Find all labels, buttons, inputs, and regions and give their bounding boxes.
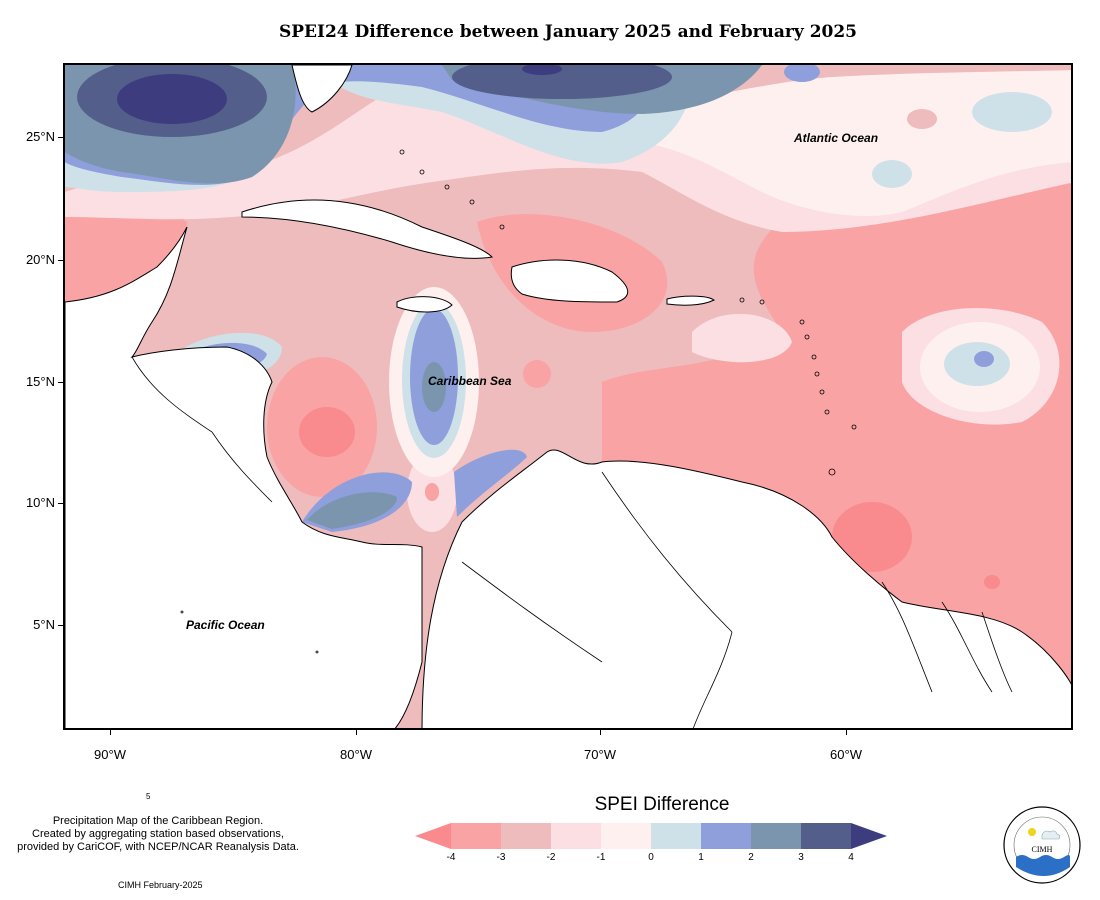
land-jamaica xyxy=(396,296,453,313)
footnote-line2: Created by aggregating station based obs… xyxy=(32,828,284,840)
blue-peak-gulf xyxy=(117,74,227,124)
legend-swatch xyxy=(801,823,851,849)
legend-tick-label: -3 xyxy=(496,852,506,863)
red-core-small xyxy=(984,575,1000,589)
blue-spot-top xyxy=(784,65,820,82)
legend-end-low xyxy=(415,823,451,849)
lat-label-5n: 5°N xyxy=(33,617,55,632)
legend-title: SPEI Difference xyxy=(594,794,730,815)
blue-core-east xyxy=(974,351,994,367)
legend-colorbar xyxy=(415,823,887,849)
footnote-line1: Precipitation Map of the Caribbean Regio… xyxy=(52,815,264,827)
wave-icon xyxy=(1016,855,1070,876)
map-panel xyxy=(63,63,1073,730)
label-atlantic-ocean: Atlantic Ocean xyxy=(794,131,879,145)
legend-tick-label: 0 xyxy=(648,852,654,863)
logo-name: CIMH xyxy=(1032,845,1053,854)
red-spot-carib xyxy=(523,360,551,388)
lon-label-70w: 70°W xyxy=(584,747,616,762)
lat-tick xyxy=(58,625,63,626)
lat-tick xyxy=(58,382,63,383)
legend-tick-label: -1 xyxy=(596,852,606,863)
land-masses xyxy=(65,65,1071,728)
lon-label-60w: 60°W xyxy=(830,747,862,762)
blue-patch-atlantic-ne xyxy=(972,92,1052,132)
lon-tick xyxy=(356,730,357,735)
blue-column-peak xyxy=(422,362,446,412)
lon-label-80w: 80°W xyxy=(340,747,372,762)
legend-swatch xyxy=(751,823,801,849)
small-islands xyxy=(180,149,857,654)
lon-label-90w: 90°W xyxy=(94,747,126,762)
legend-tick-label: -2 xyxy=(546,852,556,863)
lat-label-20n: 20°N xyxy=(25,252,55,267)
lat-label-25n: 25°N xyxy=(25,129,55,144)
land-central-america xyxy=(65,226,423,728)
lat-label-10n: 10°N xyxy=(25,495,55,510)
legend-tick-label: 3 xyxy=(798,852,804,863)
credit-line: CIMH February-2025 xyxy=(118,880,203,890)
legend-swatch xyxy=(601,823,651,849)
land-cuba xyxy=(241,199,494,259)
country-borders xyxy=(131,356,1013,728)
stray-mark: 5 xyxy=(146,792,151,801)
lat-label-15n: 15°N xyxy=(25,374,55,389)
land-south-america xyxy=(421,449,1071,728)
pink-region-lesser-antilles xyxy=(692,313,792,363)
land-florida xyxy=(291,65,353,113)
legend-tick-label: 2 xyxy=(748,852,754,863)
footnote: Precipitation Map of the Caribbean Regio… xyxy=(8,815,308,854)
legend-swatch xyxy=(501,823,551,849)
legend-tick-label: 1 xyxy=(698,852,704,863)
legend-end-high xyxy=(851,823,887,849)
blue-patch-atlantic xyxy=(872,160,912,188)
pink-core-panama xyxy=(425,483,439,501)
sun-icon xyxy=(1028,828,1036,836)
lon-tick xyxy=(600,730,601,735)
cimh-logo: CIMH xyxy=(1003,806,1081,884)
lat-tick xyxy=(58,503,63,504)
label-caribbean-sea: Caribbean Sea xyxy=(428,374,512,388)
legend-swatch xyxy=(451,823,501,849)
blue-arc-panama-dark xyxy=(307,492,397,529)
red-core-honduras xyxy=(299,407,355,457)
legend-tick-label: -4 xyxy=(446,852,456,863)
legend-swatch xyxy=(651,823,701,849)
map-title: SPEI24 Difference between January 2025 a… xyxy=(278,22,858,42)
lon-tick xyxy=(110,730,111,735)
red-region-west xyxy=(65,198,187,302)
lat-tick xyxy=(58,260,63,261)
blue-arc-colombia xyxy=(454,449,527,517)
lat-tick xyxy=(58,137,63,138)
land-hispaniola xyxy=(510,259,629,303)
white-band-atlantic xyxy=(642,70,1071,216)
legend-swatch xyxy=(701,823,751,849)
legend-tick-label: 4 xyxy=(848,852,854,863)
cloud-icon xyxy=(1041,830,1060,840)
lon-tick xyxy=(846,730,847,735)
footnote-line3: provided by CariCOF, with NCEP/NCAR Rean… xyxy=(17,841,299,853)
blue-peak-bahamas xyxy=(522,65,562,75)
legend-swatch xyxy=(551,823,601,849)
spei-map-svg xyxy=(65,65,1071,728)
blue-core-bahamas xyxy=(452,65,672,99)
pink-spot-atlantic xyxy=(907,109,937,129)
red-core-guyana xyxy=(832,502,912,572)
land-puerto-rico xyxy=(666,295,715,306)
label-pacific-ocean: Pacific Ocean xyxy=(186,618,265,632)
